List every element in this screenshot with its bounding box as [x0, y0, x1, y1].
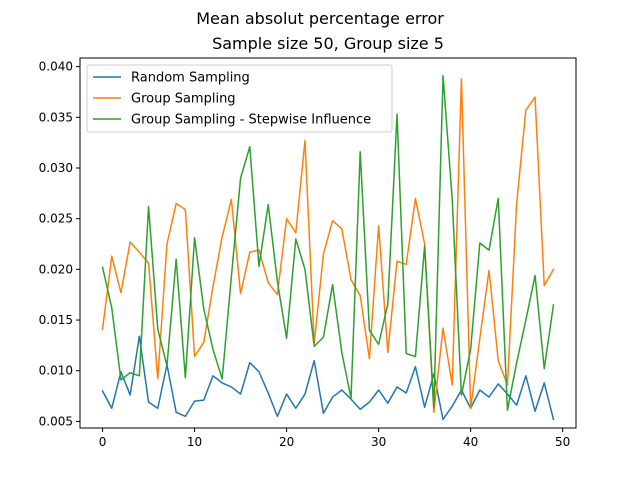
plot-area-frame	[79, 57, 577, 429]
chart-title: Mean absolut percentage error	[196, 9, 444, 28]
x-tick-label: 20	[279, 435, 294, 449]
series-layer	[101, 74, 555, 421]
series-line-2	[101, 78, 555, 414]
legend-box	[86, 64, 393, 133]
x-axis: 0 10 20 30 40 50	[99, 428, 570, 449]
y-tick-label: 0.020	[39, 262, 73, 276]
y-tick-label: 0.040	[39, 60, 73, 74]
chart-subtitle: Sample size 50, Group size 5	[212, 34, 444, 53]
x-tick-label: 30	[371, 435, 386, 449]
y-tick-label: 0.010	[39, 364, 73, 378]
legend: Random Sampling Group Sampling Group Sampl…	[86, 64, 393, 133]
x-tick-label: 40	[463, 435, 478, 449]
y-tick-label: 0.015	[39, 313, 73, 327]
y-tick-label: 0.025	[39, 212, 73, 226]
legend-label-3: Group Sampling - Stepwise Influence	[131, 113, 371, 128]
x-tick-label: 50	[555, 435, 570, 449]
legend-label-2: Group Sampling	[131, 92, 236, 107]
legend-label-1: Random Sampling	[131, 71, 250, 86]
x-tick-label: 10	[187, 435, 202, 449]
series-line-1	[101, 335, 555, 421]
y-tick-label: 0.035	[39, 110, 73, 124]
x-tick-label: 0	[99, 435, 107, 449]
y-tick-label: 0.005	[39, 414, 73, 428]
y-axis: 0.005 0.010 0.015 0.020 0.025 0.030 0.035 0.040	[39, 60, 80, 428]
series-line-3	[101, 74, 555, 412]
y-tick-label: 0.030	[39, 161, 73, 175]
